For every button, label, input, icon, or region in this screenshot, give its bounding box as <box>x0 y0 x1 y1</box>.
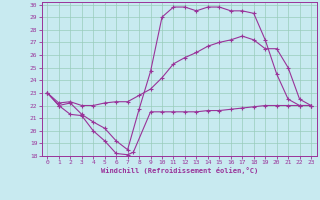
X-axis label: Windchill (Refroidissement éolien,°C): Windchill (Refroidissement éolien,°C) <box>100 167 258 174</box>
